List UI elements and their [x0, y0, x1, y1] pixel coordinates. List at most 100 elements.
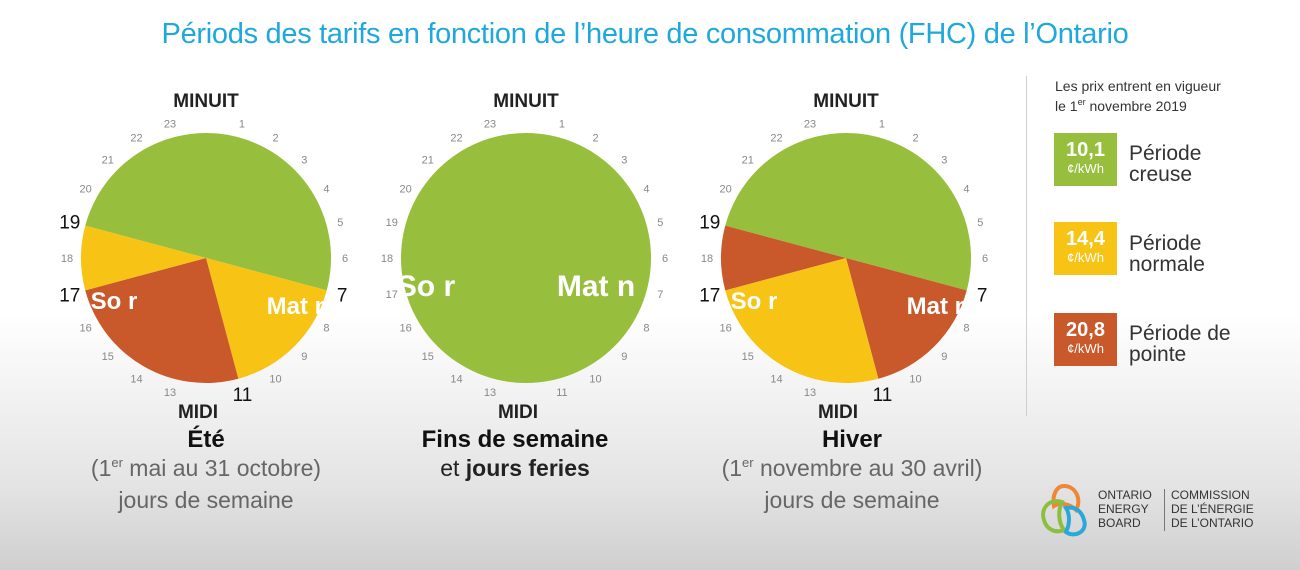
hour-label-21: 21	[102, 155, 114, 167]
period-segment-normale	[81, 225, 206, 291]
hour-label-10: 10	[269, 373, 281, 385]
caption-weekend: Fins de semaine et jours feries	[355, 425, 675, 483]
hour-label-16: 16	[79, 322, 91, 334]
label-minuit: MINUIT	[493, 91, 559, 112]
period-segment-creuse	[725, 133, 971, 291]
hour-label-22: 22	[770, 133, 782, 145]
hour-label-11: 11	[873, 385, 893, 406]
caption-summer-season: Été	[187, 426, 225, 453]
legend-intro: Les prix entrent en vigueur le 1er novem…	[1055, 76, 1221, 118]
hour-label-15: 15	[102, 351, 114, 363]
hour-label-9: 9	[301, 351, 307, 363]
hour-label-4: 4	[963, 183, 969, 195]
hour-label-2: 2	[272, 133, 278, 145]
price-normale: 14,4	[1066, 228, 1105, 250]
period-segment-pointe	[721, 225, 846, 291]
period-segment-creuse	[85, 133, 331, 291]
hour-label-14: 14	[770, 373, 782, 385]
label-evening: So r	[91, 288, 138, 315]
hour-label-4: 4	[643, 183, 649, 195]
hour-label-10: 10	[589, 373, 601, 385]
label-minuit: MINUIT	[173, 91, 239, 112]
logo-text-en: ONTARIO ENERGY BOARD	[1098, 488, 1152, 530]
legend-label-creuse: Période creuse	[1129, 142, 1202, 186]
caption-winter: Hiver (1er novembre au 30 avril) jours d…	[692, 425, 1012, 515]
caption-weekend-line1: Fins de semaine	[421, 426, 609, 453]
price-pointe: 20,8	[1066, 319, 1105, 341]
hour-label-14: 14	[130, 373, 142, 385]
label-midi: MIDI	[178, 402, 218, 423]
period-segment-pointe	[85, 258, 239, 383]
label-morning: Mat n	[267, 293, 330, 320]
hour-label-1: 1	[239, 119, 245, 131]
hour-label-7: 7	[657, 289, 663, 301]
hour-label-7: 7	[337, 285, 348, 306]
hour-label-14: 14	[450, 373, 462, 385]
hour-label-5: 5	[657, 217, 663, 229]
caption-winter-season: Hiver	[821, 426, 883, 453]
hour-label-19: 19	[386, 217, 398, 229]
hour-label-18: 18	[701, 253, 713, 265]
hour-label-23: 23	[164, 119, 176, 131]
period-segment-normale	[206, 258, 327, 379]
label-midi: MIDI	[498, 402, 538, 423]
hour-label-6: 6	[342, 253, 348, 265]
hour-label-17: 17	[386, 289, 398, 301]
period-segment-normale	[725, 258, 879, 383]
hour-label-7: 7	[977, 285, 988, 306]
hour-label-16: 16	[399, 322, 411, 334]
hour-label-13: 13	[804, 387, 816, 399]
hour-label-10: 10	[909, 373, 921, 385]
hour-label-21: 21	[742, 155, 754, 167]
caption-winter-days: jours de semaine	[764, 487, 940, 513]
hour-label-20: 20	[399, 183, 411, 195]
hour-label-22: 22	[450, 133, 462, 145]
clock-weekend: MINUIT1234567891011MIDI13141516171819202…	[381, 91, 668, 423]
unit-pointe: ¢/kWh	[1067, 341, 1104, 356]
hour-label-17: 17	[59, 285, 80, 306]
hour-label-16: 16	[719, 322, 731, 334]
hour-label-22: 22	[130, 133, 142, 145]
hour-label-17: 17	[699, 285, 720, 306]
hour-label-8: 8	[323, 322, 329, 334]
hour-label-15: 15	[422, 351, 434, 363]
legend-divider	[1026, 76, 1027, 416]
hour-label-9: 9	[621, 351, 627, 363]
unit-normale: ¢/kWh	[1067, 250, 1104, 265]
clock-summer: MINUIT1234567891011MIDI13141516171819202…	[59, 91, 348, 423]
hour-label-3: 3	[621, 155, 627, 167]
legend-swatch-normale: 14,4 ¢/kWh	[1054, 222, 1117, 275]
legend-intro-line2: le 1er novembre 2019	[1055, 97, 1187, 114]
hour-label-11: 11	[556, 387, 567, 399]
hour-label-19: 19	[699, 212, 720, 233]
hour-label-20: 20	[79, 183, 91, 195]
legend-swatch-pointe: 20,8 ¢/kWh	[1054, 313, 1117, 366]
caption-summer-dates: (1er mai au 31 octobre)	[90, 455, 322, 481]
label-morning: Mat n	[557, 270, 635, 303]
hour-label-6: 6	[982, 253, 988, 265]
hour-label-19: 19	[59, 212, 80, 233]
hour-label-18: 18	[381, 253, 393, 265]
hour-label-5: 5	[977, 217, 983, 229]
hour-label-2: 2	[912, 133, 918, 145]
hour-label-4: 4	[323, 183, 329, 195]
period-segment-creuse	[401, 133, 651, 383]
legend-label-normale: Période normale	[1129, 232, 1205, 276]
unit-creuse: ¢/kWh	[1067, 161, 1104, 176]
hour-label-15: 15	[742, 351, 754, 363]
caption-weekend-line2: et jours feries	[440, 455, 590, 481]
clock-winter: MINUIT1234567891011MIDI13141516171819202…	[699, 91, 988, 423]
legend-intro-line1: Les prix entrent en vigueur	[1055, 78, 1221, 94]
legend-swatch-creuse: 10,1 ¢/kWh	[1054, 133, 1117, 186]
hour-label-13: 13	[164, 387, 176, 399]
label-evening: So r	[397, 270, 456, 303]
label-evening: So r	[731, 288, 778, 315]
hour-label-6: 6	[662, 253, 668, 265]
price-creuse: 10,1	[1066, 139, 1105, 161]
hour-label-1: 1	[559, 119, 565, 131]
hour-label-5: 5	[337, 217, 343, 229]
hour-label-3: 3	[941, 155, 947, 167]
legend-label-pointe: Période de pointe	[1129, 322, 1231, 366]
caption-summer-days: jours de semaine	[118, 487, 294, 513]
hour-label-8: 8	[643, 322, 649, 334]
